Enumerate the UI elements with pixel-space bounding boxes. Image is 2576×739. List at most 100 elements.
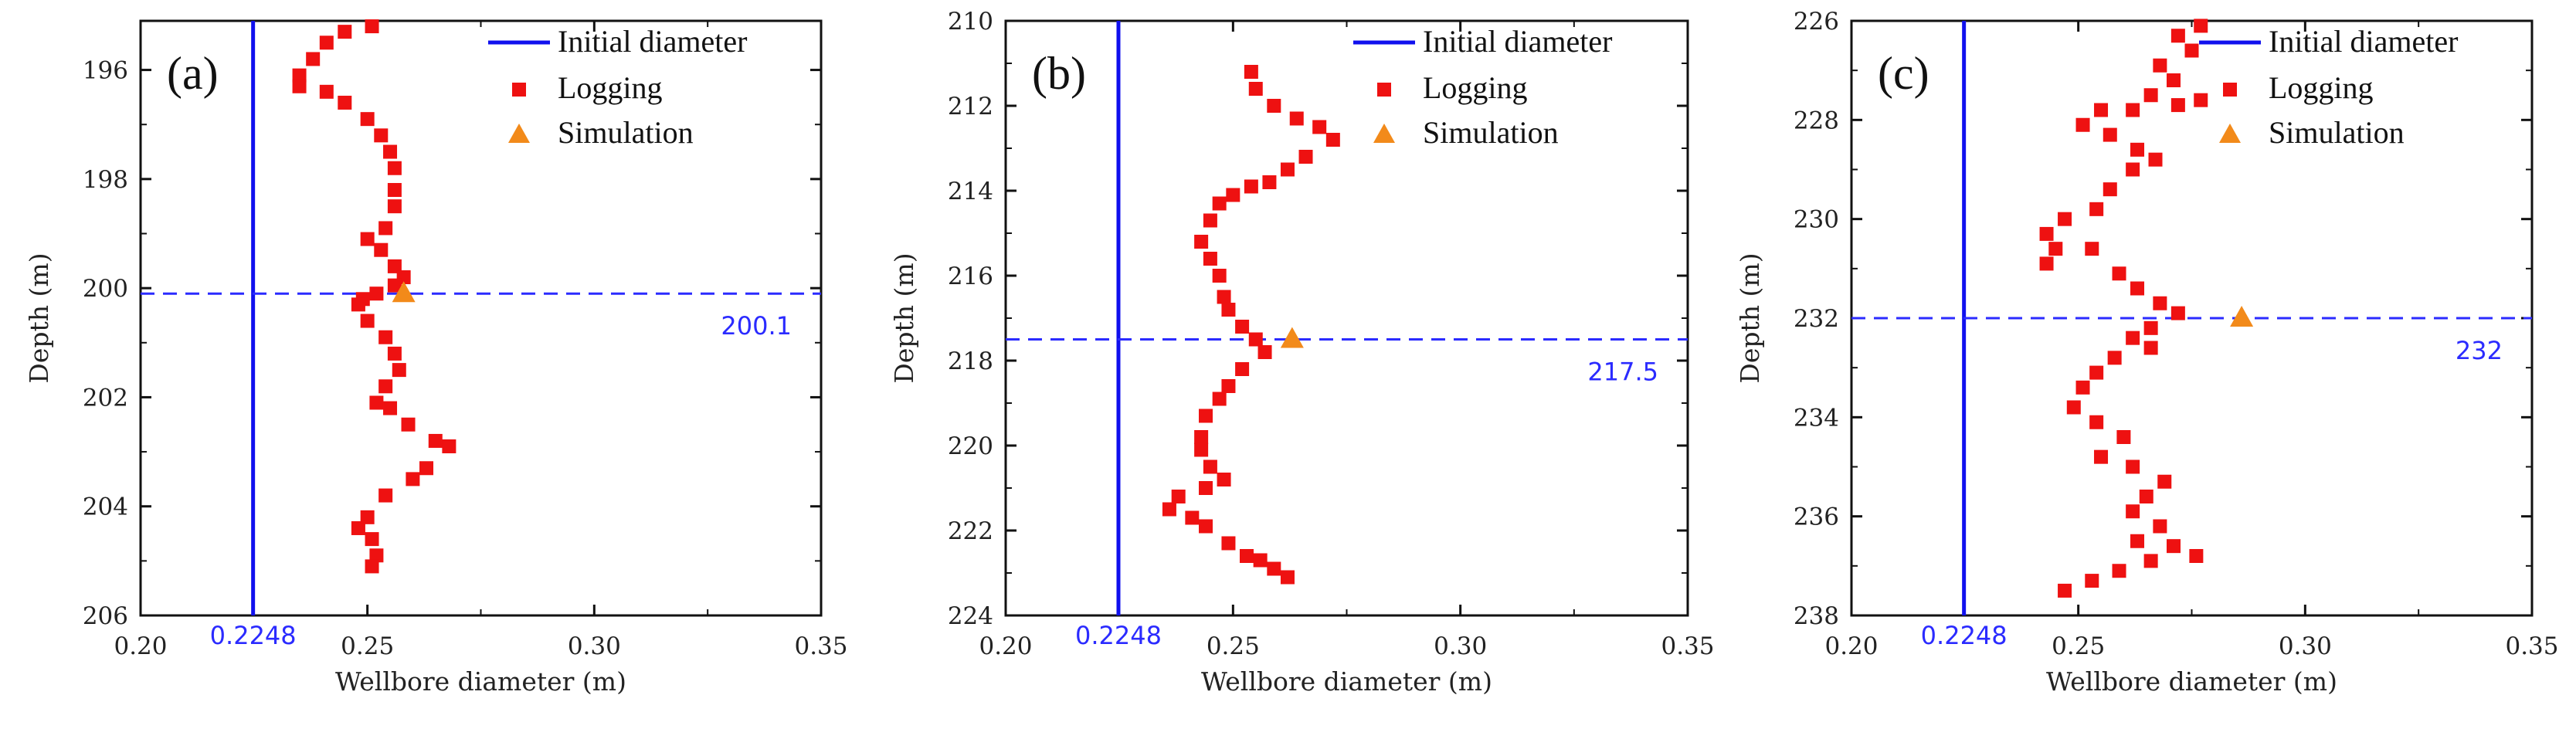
logging-point [1249,82,1263,96]
logging-point [1199,409,1213,423]
x-tick-label: 0.20 [114,632,167,660]
logging-point [365,19,379,33]
logging-point [2144,321,2158,335]
y-tick-label: 230 [1794,206,1839,234]
y-tick-label: 206 [83,602,128,630]
y-tick-label: 232 [1794,305,1839,333]
logging-point [369,286,383,300]
logging-point [2140,490,2153,503]
logging-point [320,85,334,99]
x-tick-label: 0.35 [794,632,847,660]
logging-point [2126,504,2140,518]
logging-point [2130,282,2144,296]
initial-diameter-label: 0.2248 [210,621,297,650]
logging-point [1194,235,1208,249]
legend-simulation-swatch [1373,124,1395,143]
legend-logging-label: Logging [558,70,663,105]
logging-point [1299,150,1313,164]
logging-point [378,489,392,503]
chart-panel-2: 0.20 0.25 0.30 0.35 210 212 214 216 218 220 222 224… [889,8,1715,697]
logging-point [374,128,388,142]
chart-panel-3: 0.20 0.25 0.30 0.35 226 228 230 232 234 236 238 Wel… [1735,8,2559,697]
logging-point [1162,503,1176,517]
logging-point [1235,320,1249,334]
y-tick-label: 210 [948,8,993,36]
x-tick-label: 0.35 [2505,632,2558,660]
logging-point [1194,443,1208,457]
panel-label: (c) [1878,48,1929,99]
logging-point [2089,202,2103,216]
logging-point [1185,511,1199,525]
logging-point [2076,381,2090,395]
logging-point [378,221,392,235]
depth-reference-label: 232 [2456,336,2503,365]
x-axis-title: Wellbore diameter (m) [2046,666,2337,697]
legend-simulation-label: Simulation [558,115,694,150]
logging-point [2153,59,2167,73]
logging-point [2048,242,2062,256]
logging-point [402,418,416,432]
logging-point [1203,252,1217,266]
y-axis-title: Depth (m) [889,253,919,383]
legend-initial-label: Initial diameter [1423,24,1612,59]
y-tick-label: 216 [948,263,993,290]
x-axis-title: Wellbore diameter (m) [335,666,626,697]
logging-point [2144,88,2158,102]
logging-point [2126,163,2140,177]
logging-point [1281,163,1295,177]
y-axis-title: Depth (m) [24,253,54,383]
logging-point [2076,118,2090,132]
logging-point [338,25,351,39]
logging-point [378,379,392,393]
initial-diameter-label: 0.2248 [1075,621,1162,650]
logging-point [1199,520,1213,534]
logging-point [351,521,365,535]
logging-point [1194,430,1208,444]
logging-point [392,363,406,377]
logging-point [2126,103,2140,117]
logging-point [1267,99,1281,113]
x-tick-label: 0.20 [1824,632,1878,660]
logging-point [383,402,397,415]
logging-point [2040,256,2054,270]
logging-point [2153,520,2167,534]
logging-point [1217,473,1231,486]
logging-point [1203,460,1217,474]
logging-point [388,183,402,197]
y-tick-label: 218 [948,347,993,375]
logging-point [388,199,402,213]
x-tick-label: 0.30 [1434,632,1487,660]
logging-point [2085,574,2099,588]
logging-point [2167,73,2181,87]
legend-simulation-label: Simulation [1423,115,1559,150]
logging-point [306,52,320,66]
simulation-point [1281,327,1304,348]
legend: Initial diameter Logging Simulation [488,24,747,150]
logging-point [1213,392,1227,406]
y-tick-label: 236 [1794,503,1839,531]
logging-point [383,145,397,159]
logging-point [2113,564,2126,578]
logging-point [2171,98,2185,112]
plot-frame [1006,21,1688,615]
logging-point [293,80,307,93]
panel-label: (a) [167,48,219,99]
logging-point [388,161,402,175]
logging-point [2113,266,2126,280]
logging-point [406,472,419,486]
logging-point [1226,188,1240,202]
panel-label: (b) [1032,48,1086,99]
logging-point [1240,549,1254,563]
legend: Initial diameter Logging Simulation [2199,24,2458,150]
logging-point [1254,554,1268,568]
logging-point [1249,333,1263,347]
logging-point [2103,128,2117,142]
logging-point [2108,351,2122,364]
logging-point [378,331,392,344]
logging-point [2058,212,2072,226]
simulation-point [2230,306,2253,327]
y-tick-label: 220 [948,432,993,460]
chart-panel-1: 0.20 0.25 0.30 0.35 196 198 200 202 204 206 Wellbo… [24,19,848,697]
logging-point [1326,133,1340,147]
logging-point [2089,415,2103,429]
